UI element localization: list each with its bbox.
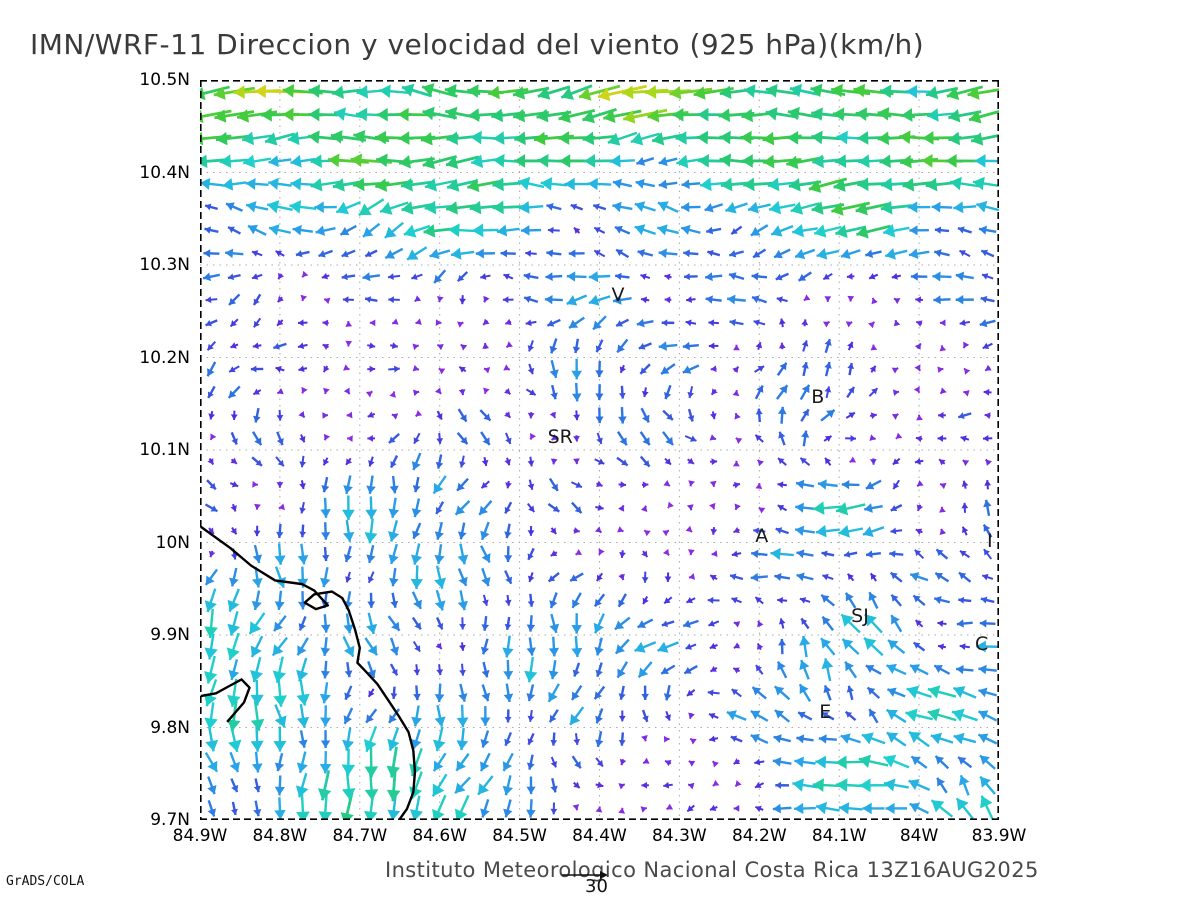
x-axis-tick-label: 84.2W <box>731 826 787 846</box>
y-axis-tick-label: 9.8N <box>150 717 190 738</box>
gridlines <box>200 80 999 820</box>
x-axis-tick-label: 84.6W <box>412 826 468 846</box>
y-axis-tick-label: 10.5N <box>139 70 190 90</box>
y-axis-tick-label: 10.2N <box>139 347 190 368</box>
coastline <box>200 525 417 820</box>
x-axis-tick-label: 84.5W <box>492 826 547 846</box>
plot-border <box>200 80 999 820</box>
x-axis-tick-label: 84.9W <box>172 826 228 846</box>
x-axis-tick-label: 83.9W <box>971 826 1027 846</box>
x-axis-tick-label: 84W <box>899 826 939 846</box>
y-axis-tick-label: 10.4N <box>139 162 190 183</box>
y-axis-tick-label: 10.1N <box>139 440 190 460</box>
x-axis-tick-label: 84.8W <box>252 826 308 846</box>
reference-vector <box>562 871 608 879</box>
y-axis-tick-label: 10.3N <box>139 255 190 275</box>
x-axis-tick-label: 84.1W <box>811 826 867 846</box>
reference-vector-label: 30 <box>585 876 608 897</box>
x-axis-tick-label: 84.4W <box>572 826 627 846</box>
grads-credit: GrADS/COLA <box>6 874 85 889</box>
y-axis-tick-label: 9.9N <box>150 625 190 645</box>
x-axis-tick-label: 84.7W <box>332 826 388 846</box>
wind-vector-plot <box>200 80 999 820</box>
wind-field-canvas <box>200 80 999 820</box>
page-title: IMN/WRF-11 Direccion y velocidad del vie… <box>30 28 925 61</box>
x-axis-tick-label: 84.3W <box>652 826 707 846</box>
footer-credit: Instituto Meteorologico Nacional Costa R… <box>385 858 1039 882</box>
wind-arrows <box>200 83 999 820</box>
y-axis-tick-label: 10N <box>155 532 190 553</box>
y-axis-tick-label: 9.7N <box>150 810 190 830</box>
